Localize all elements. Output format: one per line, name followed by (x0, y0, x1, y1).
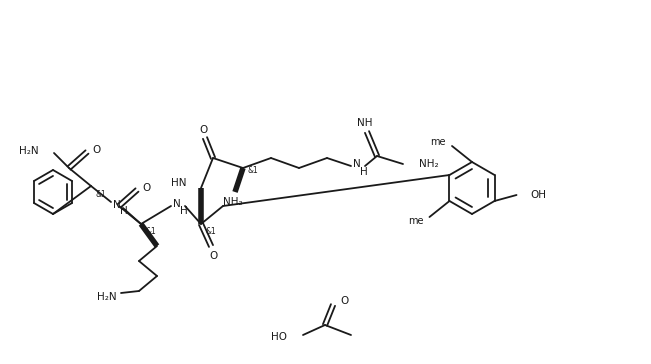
Text: OH: OH (531, 190, 547, 200)
Text: H: H (120, 206, 128, 216)
Text: H: H (360, 167, 368, 177)
Text: NH₂: NH₂ (419, 159, 439, 169)
Text: HO: HO (271, 332, 287, 342)
Text: me: me (430, 137, 446, 147)
Text: &1: &1 (95, 190, 105, 199)
Text: N: N (173, 199, 181, 209)
Text: &1: &1 (247, 166, 258, 175)
Text: O: O (142, 183, 150, 193)
Text: &1: &1 (145, 227, 156, 236)
Text: O: O (199, 125, 207, 135)
Text: &1: &1 (205, 227, 215, 236)
Text: me: me (408, 216, 424, 226)
Text: H₂N: H₂N (98, 292, 117, 302)
Text: NH: NH (357, 118, 373, 128)
Text: H₂N: H₂N (20, 146, 39, 156)
Text: HN: HN (171, 178, 187, 188)
Text: N: N (113, 200, 120, 210)
Text: O: O (340, 296, 348, 306)
Text: N: N (353, 159, 361, 169)
Text: H: H (180, 206, 187, 216)
Text: NH₂: NH₂ (223, 197, 243, 207)
Text: O: O (92, 145, 100, 155)
Text: O: O (209, 251, 217, 261)
